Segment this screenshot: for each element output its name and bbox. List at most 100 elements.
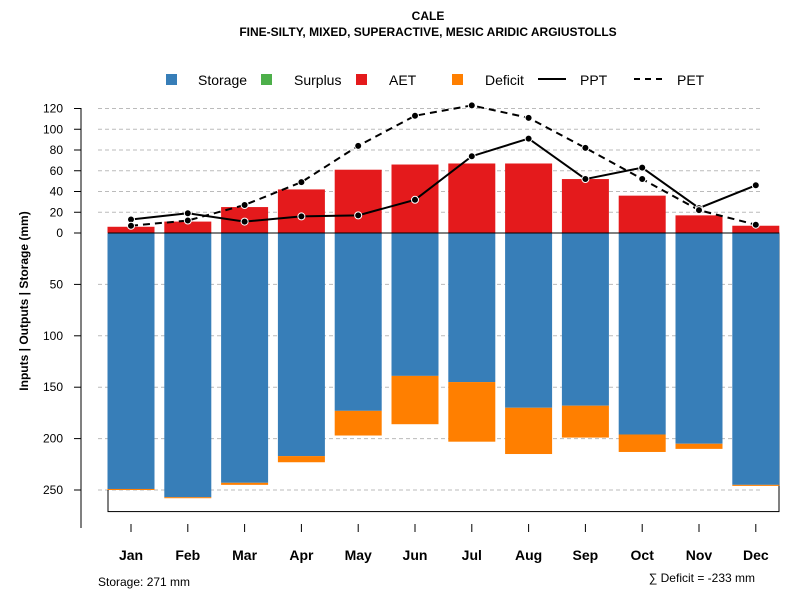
ppt-line bbox=[130, 137, 757, 223]
x-tick-label: Apr bbox=[289, 547, 314, 563]
pet-point bbox=[240, 200, 249, 209]
deficit-bar bbox=[732, 484, 780, 486]
x-tick-label: Feb bbox=[175, 547, 200, 563]
y-tick-label: 200 bbox=[43, 432, 63, 446]
storage-bar bbox=[732, 233, 780, 485]
aet-bar bbox=[561, 179, 609, 233]
deficit-bar bbox=[618, 434, 666, 452]
storage-bar bbox=[391, 233, 439, 376]
y-tick-label: 100 bbox=[43, 122, 63, 136]
aet-bar bbox=[277, 189, 325, 233]
pet-point bbox=[638, 175, 647, 184]
footer-storage: Storage: 271 mm bbox=[98, 575, 190, 589]
aet-bar bbox=[334, 169, 382, 233]
storage-bar bbox=[505, 233, 553, 408]
y-tick-label: 60 bbox=[50, 164, 64, 178]
bars bbox=[107, 163, 780, 513]
legend-storage-label: Storage bbox=[198, 72, 247, 88]
ppt-point bbox=[638, 163, 647, 172]
legend-surplus-label: Surplus bbox=[294, 72, 341, 88]
deficit-bar bbox=[505, 407, 553, 455]
ppt-point bbox=[297, 212, 306, 221]
y-tick-label: 120 bbox=[43, 102, 63, 116]
ppt-point bbox=[354, 211, 363, 220]
legend-ppt-label: PPT bbox=[580, 72, 608, 88]
aet-bar bbox=[618, 195, 666, 233]
y-tick-label: 40 bbox=[50, 185, 64, 199]
y-tick-label: 20 bbox=[50, 205, 64, 219]
ppt-point bbox=[240, 217, 249, 226]
y-tick-label: 50 bbox=[50, 277, 64, 291]
aet-bar bbox=[448, 163, 496, 233]
aet-bar bbox=[675, 215, 723, 233]
pet-point bbox=[354, 141, 363, 150]
storage-bar bbox=[675, 233, 723, 444]
x-tick-label: Oct bbox=[631, 547, 655, 563]
deficit-bar bbox=[448, 382, 496, 442]
x-tick-label: Aug bbox=[515, 547, 542, 563]
aet-bar bbox=[505, 163, 553, 233]
pet-point bbox=[411, 111, 419, 120]
legend-aet-label: AET bbox=[389, 72, 417, 88]
deficit-bar bbox=[675, 443, 723, 449]
storage-bar bbox=[448, 233, 496, 383]
storage-bar bbox=[277, 233, 325, 457]
pet-point bbox=[127, 221, 135, 230]
deficit-bar bbox=[277, 456, 325, 463]
y-ticks-upper: 120 100 80 60 40 20 0 bbox=[43, 102, 81, 240]
pet-point bbox=[183, 216, 192, 225]
ppt-point bbox=[467, 152, 476, 161]
legend-surplus-swatch bbox=[261, 74, 272, 85]
pet-point bbox=[581, 143, 590, 152]
x-tick-label: Jun bbox=[403, 547, 428, 563]
chart-subtitle: FINE-SILTY, MIXED, SUPERACTIVE, MESIC AR… bbox=[239, 25, 616, 39]
x-tick-label: Sep bbox=[573, 547, 599, 563]
deficit-bar bbox=[164, 497, 212, 499]
y-tick-label: 100 bbox=[43, 329, 63, 343]
series-lines bbox=[127, 101, 760, 230]
pet-point bbox=[524, 113, 533, 122]
x-tick-label: Mar bbox=[232, 547, 257, 563]
x-tick-label: Jan bbox=[119, 547, 143, 563]
legend-pet-label: PET bbox=[677, 72, 705, 88]
legend: Storage Surplus AET Deficit PPT PET bbox=[166, 72, 705, 88]
x-tick-label: May bbox=[345, 547, 372, 563]
aet-bar bbox=[107, 226, 155, 233]
ppt-point bbox=[183, 209, 192, 218]
aet-bar bbox=[164, 221, 212, 233]
legend-deficit-label: Deficit bbox=[485, 72, 524, 88]
deficit-bar bbox=[391, 375, 439, 425]
y-tick-label: 250 bbox=[43, 483, 63, 497]
y-tick-label: 0 bbox=[56, 226, 63, 240]
ppt-point bbox=[524, 134, 533, 143]
pet-point bbox=[751, 220, 760, 229]
deficit-bar bbox=[221, 482, 269, 485]
x-tick-label: Dec bbox=[743, 547, 769, 563]
y-ticks-lower: 50 100 150 200 250 bbox=[43, 277, 81, 497]
legend-storage-swatch bbox=[166, 74, 177, 85]
storage-bar bbox=[334, 233, 382, 411]
ppt-point bbox=[411, 195, 419, 204]
storage-bar bbox=[561, 233, 609, 406]
y-tick-label: 150 bbox=[43, 380, 63, 394]
y-tick-label: 80 bbox=[50, 143, 64, 157]
deficit-bar bbox=[107, 488, 155, 490]
x-tick-label: Nov bbox=[686, 547, 713, 563]
pet-point bbox=[467, 101, 476, 110]
pet-point bbox=[297, 178, 306, 187]
storage-bar bbox=[618, 233, 666, 435]
x-ticks: Jan Feb Mar Apr May Jun Jul Aug Sep Oct Nov Dec bbox=[119, 524, 769, 563]
pet-point bbox=[695, 206, 703, 215]
ppt-point bbox=[581, 175, 590, 184]
footer-deficit: ∑ Deficit = -233 mm bbox=[649, 571, 755, 585]
legend-aet-swatch bbox=[356, 74, 367, 85]
legend-deficit-swatch bbox=[452, 74, 463, 85]
ppt-point bbox=[751, 181, 760, 190]
y-axis-label: Inputs | Outputs | Storage (mm) bbox=[17, 211, 31, 390]
aet-bar bbox=[732, 225, 780, 233]
deficit-bar bbox=[334, 410, 382, 436]
x-tick-label: Jul bbox=[462, 547, 482, 563]
storage-bar bbox=[107, 233, 155, 489]
pet-line bbox=[130, 104, 757, 227]
